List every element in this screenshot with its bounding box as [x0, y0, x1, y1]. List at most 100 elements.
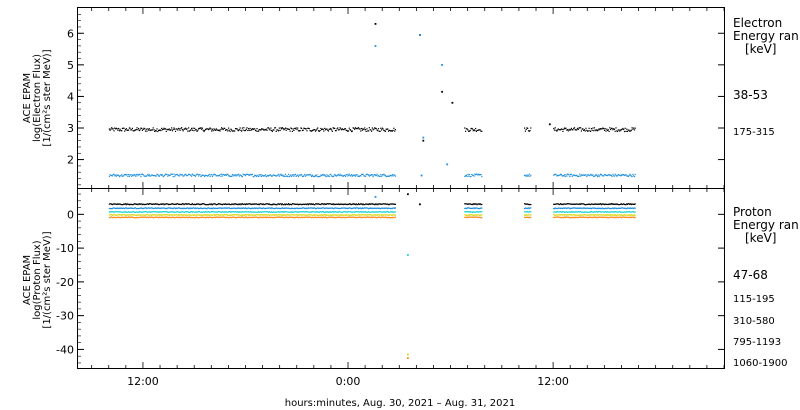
data-point [238, 203, 240, 206]
data-point [240, 211, 242, 213]
data-point [626, 203, 629, 205]
data-point [118, 174, 120, 176]
data-point [278, 203, 280, 205]
data-point [131, 211, 133, 213]
data-point [312, 214, 314, 216]
data-point [327, 216, 330, 218]
data-point [141, 217, 143, 219]
data-point [195, 203, 197, 205]
data-point [283, 174, 285, 176]
data-point [128, 207, 130, 209]
data-point [372, 208, 374, 210]
data-point [244, 204, 247, 206]
data-point [321, 217, 323, 219]
data-point [378, 214, 380, 216]
data-point [304, 203, 306, 206]
data-point [251, 128, 253, 131]
data-point [221, 207, 223, 210]
data-point [182, 216, 184, 218]
data-point [294, 211, 297, 213]
data-point [169, 207, 171, 209]
data-point [121, 211, 123, 213]
data-point [138, 208, 140, 210]
data-point [117, 216, 119, 218]
data-point [170, 217, 172, 219]
data-point [124, 211, 126, 213]
data-point [247, 173, 249, 175]
data-point [465, 175, 467, 177]
data-point [375, 217, 377, 219]
data-point [179, 217, 181, 219]
data-point [180, 216, 182, 218]
data-point [203, 130, 205, 133]
data-point [608, 211, 610, 213]
data-point [280, 203, 282, 205]
data-point [238, 207, 240, 209]
data-point [115, 203, 117, 205]
data-point [563, 211, 565, 213]
data-point [348, 127, 350, 129]
data-point [381, 211, 383, 213]
data-point [172, 128, 174, 131]
data-point [261, 217, 263, 219]
data-point [209, 208, 211, 210]
data-point [121, 204, 123, 206]
data-point [341, 216, 343, 219]
data-point [130, 129, 132, 131]
data-point [285, 175, 287, 177]
data-point [235, 203, 237, 205]
data-point [124, 216, 126, 218]
data-point [158, 204, 160, 206]
data-point [297, 204, 300, 206]
data-point [164, 203, 166, 205]
data-point [136, 211, 138, 213]
data-point [633, 208, 635, 210]
electron-legend-subtitle: Energy ran [733, 29, 799, 43]
data-point [245, 216, 247, 218]
data-point [116, 203, 118, 206]
data-point [151, 129, 153, 131]
data-point [122, 175, 124, 177]
data-point [152, 203, 154, 205]
data-point [122, 211, 124, 213]
data-point [279, 214, 281, 216]
data-point [191, 216, 193, 219]
data-point [158, 175, 160, 177]
data-point [289, 207, 291, 210]
data-point [464, 216, 466, 218]
data-point [220, 175, 222, 177]
data-point [249, 203, 251, 205]
data-point [553, 214, 556, 216]
data-point [340, 175, 342, 177]
data-point [173, 207, 175, 209]
data-point [197, 207, 199, 209]
data-point [339, 207, 341, 210]
data-point [478, 174, 480, 176]
data-point [158, 211, 160, 213]
data-point [366, 128, 368, 130]
data-point [596, 203, 599, 205]
data-point [294, 174, 296, 176]
data-point [273, 211, 275, 213]
data-point [305, 174, 307, 176]
data-point [472, 211, 474, 213]
data-point [329, 174, 331, 176]
data-point [127, 129, 129, 131]
data-point [577, 207, 579, 209]
data-point [209, 175, 211, 178]
data-point [214, 129, 217, 131]
data-point [324, 214, 327, 216]
data-point [390, 211, 392, 213]
data-point [626, 214, 628, 216]
data-point [598, 176, 600, 178]
data-point [188, 173, 190, 175]
y-tick-label: 4 [67, 90, 74, 103]
data-point [631, 211, 633, 213]
data-point [150, 216, 152, 219]
data-point [185, 174, 187, 176]
data-point [241, 214, 243, 216]
data-point [320, 214, 322, 216]
electron-ylabel-line2: log(Electron Flux) [32, 54, 43, 142]
data-point [351, 211, 353, 213]
data-point [282, 175, 284, 177]
